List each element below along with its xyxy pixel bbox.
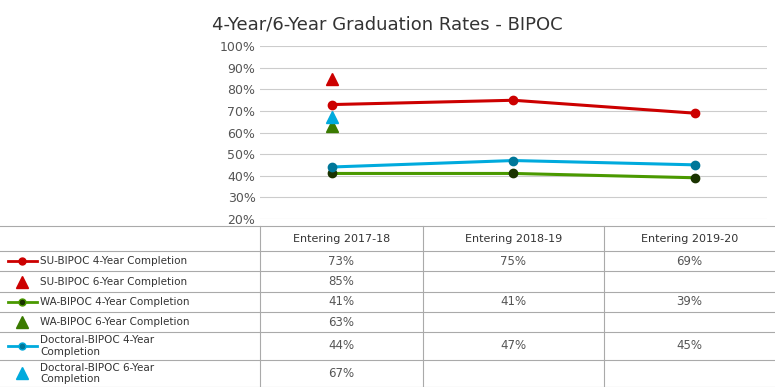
Text: WA-BIPOC 4-Year Completion: WA-BIPOC 4-Year Completion xyxy=(40,297,190,307)
Text: 63%: 63% xyxy=(328,316,354,329)
Text: 47%: 47% xyxy=(501,339,526,353)
Text: SU-BIPOC 6-Year Completion: SU-BIPOC 6-Year Completion xyxy=(40,277,188,286)
Text: 39%: 39% xyxy=(677,295,703,308)
Text: 45%: 45% xyxy=(677,339,703,353)
Text: 73%: 73% xyxy=(328,255,354,268)
Text: SU-BIPOC 4-Year Completion: SU-BIPOC 4-Year Completion xyxy=(40,256,188,266)
Text: 67%: 67% xyxy=(328,367,354,380)
Text: Entering 2017-18: Entering 2017-18 xyxy=(293,234,390,244)
Text: Doctoral-BIPOC 6-Year
Completion: Doctoral-BIPOC 6-Year Completion xyxy=(40,363,154,384)
Text: Entering 2018-19: Entering 2018-19 xyxy=(465,234,562,244)
Text: 41%: 41% xyxy=(501,295,526,308)
Text: Entering 2019-20: Entering 2019-20 xyxy=(641,234,738,244)
Text: WA-BIPOC 6-Year Completion: WA-BIPOC 6-Year Completion xyxy=(40,317,190,327)
Text: 4-Year/6-Year Graduation Rates - BIPOC: 4-Year/6-Year Graduation Rates - BIPOC xyxy=(212,15,563,34)
Text: 75%: 75% xyxy=(501,255,526,268)
Text: Doctoral-BIPOC 4-Year
Completion: Doctoral-BIPOC 4-Year Completion xyxy=(40,335,154,357)
Text: 85%: 85% xyxy=(329,275,354,288)
Text: 69%: 69% xyxy=(677,255,703,268)
Text: 44%: 44% xyxy=(328,339,354,353)
Text: 41%: 41% xyxy=(328,295,354,308)
